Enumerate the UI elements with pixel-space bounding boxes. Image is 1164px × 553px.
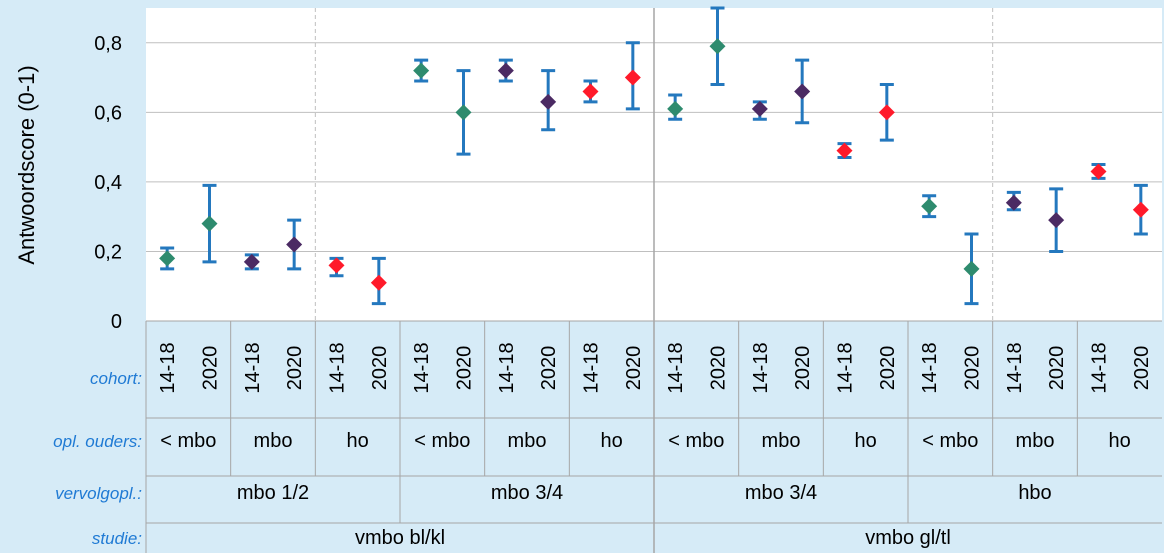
ouders-label: mbo — [254, 430, 293, 452]
cohort-label: 14-18 — [242, 342, 264, 393]
cohort-label: 2020 — [877, 346, 899, 391]
diamond-marker — [540, 93, 557, 110]
cohort-label: 14-18 — [157, 342, 179, 393]
cohort-label: 2020 — [369, 346, 391, 391]
diamond-marker — [582, 83, 599, 100]
cohort-label: 14-18 — [327, 342, 349, 393]
diamond-marker — [963, 260, 980, 277]
group-separators — [314, 8, 994, 553]
cohort-label: 2020 — [200, 346, 222, 391]
cohort-label: 2020 — [623, 346, 645, 391]
diamond-marker — [836, 142, 853, 159]
diamond-marker — [1048, 212, 1065, 229]
ouders-label: < mbo — [160, 430, 216, 452]
category-table: 14-18 2020 14-18 2020 14-18 2020 14-18 2020 14-1… — [145, 320, 1162, 553]
cohort-label: 2020 — [1046, 346, 1068, 391]
ouders-label: mbo — [1016, 430, 1055, 452]
ouders-label: mbo — [508, 430, 547, 452]
y-axis-ticks: 0 0,2 0,4 0,6 0,8 — [94, 33, 122, 333]
cohort-label: 14-18 — [411, 342, 433, 393]
diamond-marker — [921, 198, 938, 215]
y-tick-label: 0,4 — [94, 172, 122, 194]
markers — [159, 38, 1149, 291]
ouders-label: ho — [347, 430, 369, 452]
cohort-label: 2020 — [284, 346, 306, 391]
vervolg-label: hbo — [1018, 482, 1051, 504]
cohort-label: 14-18 — [496, 342, 518, 393]
cohort-label: 2020 — [454, 346, 476, 391]
ouders-label: < mbo — [414, 430, 470, 452]
diamond-marker — [1090, 163, 1107, 180]
cohort-label: 14-18 — [1004, 342, 1026, 393]
diamond-marker — [497, 62, 514, 79]
studie-label: vmbo gl/tl — [865, 527, 951, 549]
diamond-marker — [624, 69, 641, 86]
vervolg-label: mbo 1/2 — [237, 482, 309, 504]
diamond-marker — [1005, 194, 1022, 211]
ouders-label: ho — [601, 430, 623, 452]
y-tick-label: 0,6 — [94, 102, 122, 124]
diamond-marker — [413, 62, 430, 79]
diamond-marker — [370, 274, 387, 291]
cohort-label: 2020 — [962, 346, 984, 391]
cohort-label: 14-18 — [919, 342, 941, 393]
diamond-marker — [286, 236, 303, 253]
diamond-marker — [243, 253, 260, 270]
row-title-ouders: opl. ouders: — [53, 432, 142, 451]
cohort-label: 14-18 — [1089, 342, 1111, 393]
y-tick-label: 0 — [111, 311, 122, 333]
y-axis-title: Antwoordscore (0-1) — [14, 65, 39, 264]
diamond-marker — [201, 215, 218, 232]
diamond-marker — [455, 104, 472, 121]
ouders-label: mbo — [762, 430, 801, 452]
y-tick-label: 0,8 — [94, 33, 122, 55]
diamond-marker — [1132, 201, 1149, 218]
diamond-marker — [751, 100, 768, 117]
ouders-label: < mbo — [922, 430, 978, 452]
diamond-marker — [709, 38, 726, 55]
ouders-label: ho — [855, 430, 877, 452]
ouders-label: < mbo — [668, 430, 724, 452]
diamond-marker — [328, 257, 345, 274]
cohort-label: 14-18 — [750, 342, 772, 393]
cohort-label: 2020 — [538, 346, 560, 391]
cohort-label: 2020 — [708, 346, 730, 391]
diamond-marker — [878, 104, 895, 121]
diamond-marker — [794, 83, 811, 100]
vervolg-label: mbo 3/4 — [491, 482, 563, 504]
cohort-label: 14-18 — [835, 342, 857, 393]
cohort-label: 2020 — [1131, 346, 1153, 391]
cohort-label: 14-18 — [581, 342, 603, 393]
ouders-label: ho — [1109, 430, 1131, 452]
row-title-vervolg: vervolgopl.: — [55, 484, 142, 503]
cohort-label: 2020 — [792, 346, 814, 391]
row-title-studie: studie: — [92, 529, 142, 548]
row-title-cohort: cohort: — [90, 369, 142, 388]
studie-label: vmbo bl/kl — [355, 527, 445, 549]
y-tick-label: 0,2 — [94, 241, 122, 263]
cohort-label: 14-18 — [665, 342, 687, 393]
diamond-marker — [159, 250, 176, 267]
vervolg-label: mbo 3/4 — [745, 482, 817, 504]
diamond-marker — [667, 100, 684, 117]
